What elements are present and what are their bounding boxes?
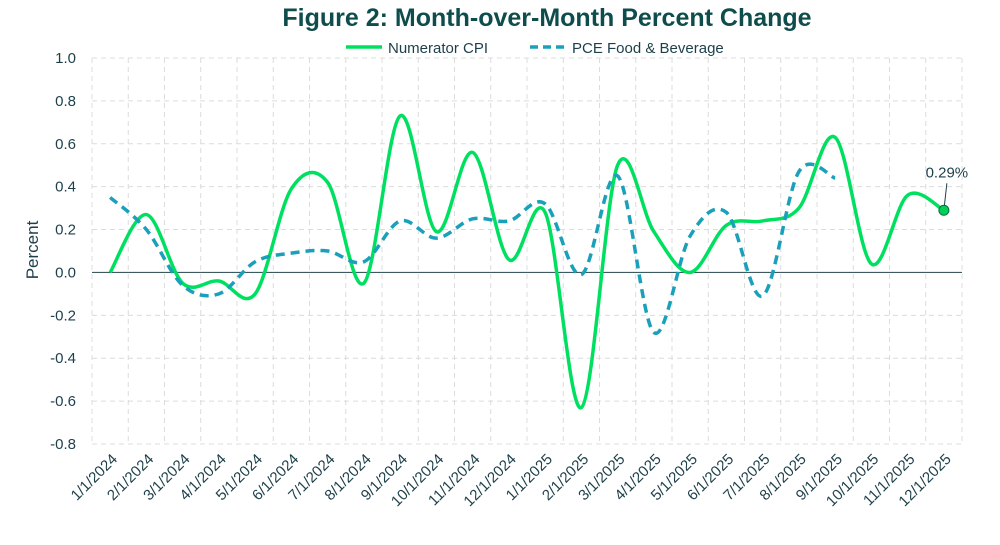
series-line-numerator-cpi <box>108 114 945 410</box>
series-line-pce-food-beverage <box>108 162 836 335</box>
chart-title: Figure 2: Month-over-Month Percent Chang… <box>282 4 811 32</box>
y-tick-label: -0.4 <box>50 350 76 367</box>
legend: Numerator CPI PCE Food & Beverage <box>346 40 724 57</box>
y-tick-label: -0.8 <box>50 436 76 453</box>
legend-label-numerator-cpi: Numerator CPI <box>388 40 488 57</box>
y-tick-label: 0.0 <box>55 264 76 281</box>
y-tick-label: 0.6 <box>55 136 76 153</box>
legend-label-pce: PCE Food & Beverage <box>572 40 724 57</box>
y-tick-label: -0.6 <box>50 393 76 410</box>
y-tick-label: 0.4 <box>55 179 76 196</box>
y-tick-label: -0.2 <box>50 307 76 324</box>
annotation-marker <box>938 204 950 216</box>
y-tick-label: 1.0 <box>55 50 76 67</box>
y-tick-label: 0.2 <box>55 222 76 239</box>
y-tick-label: 0.8 <box>55 93 76 110</box>
annotation-label: 0.29% <box>926 164 969 181</box>
y-axis-label: Percent <box>23 220 42 279</box>
